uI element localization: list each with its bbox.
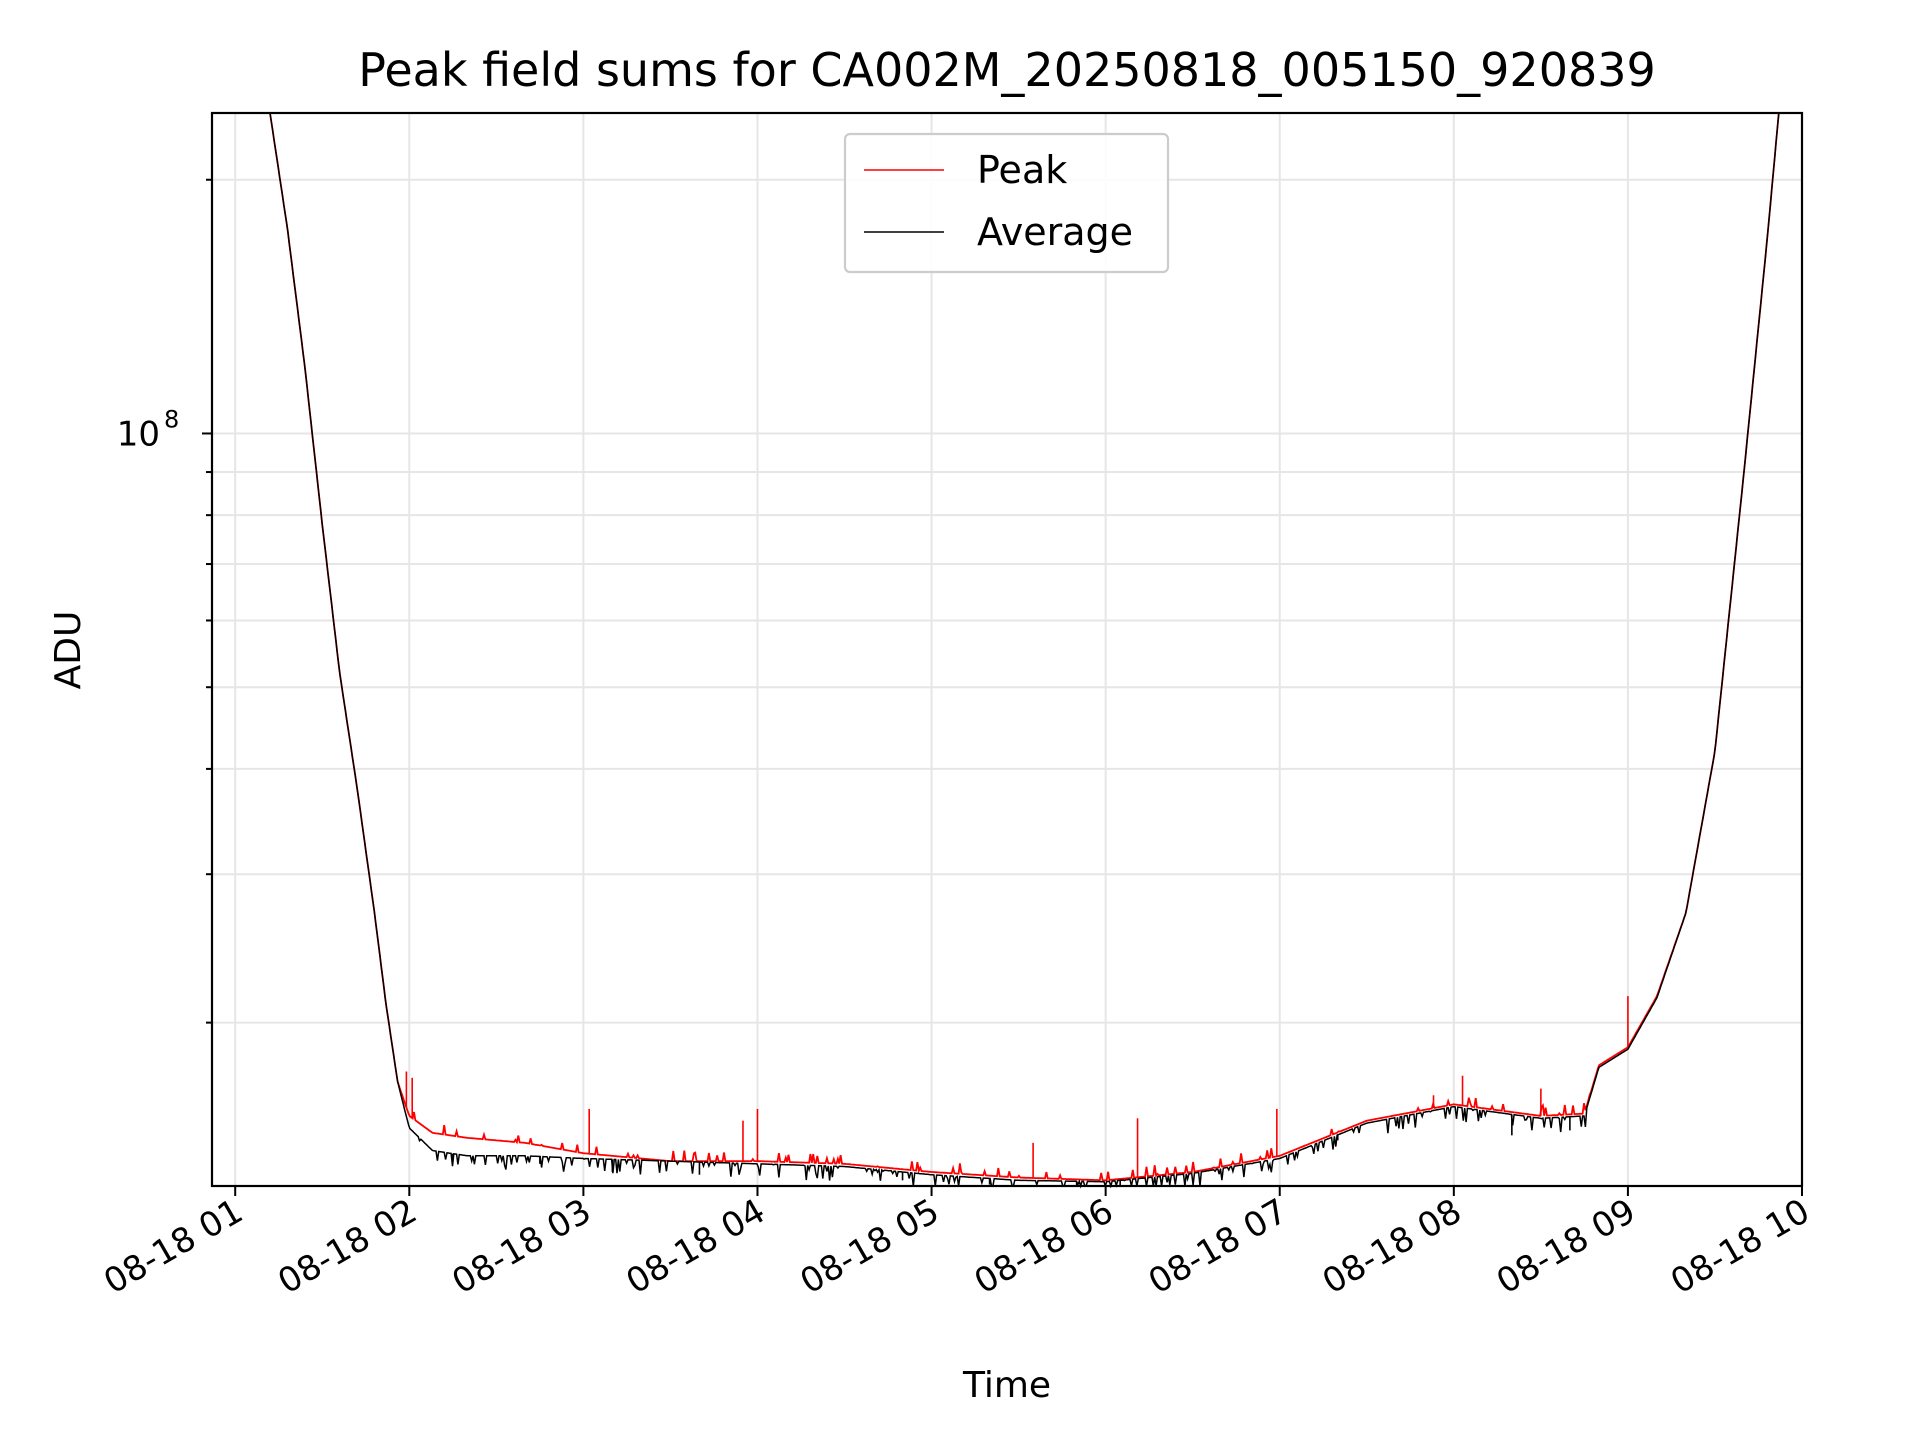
plot-area	[269, 112, 1780, 1189]
legend-label-peak: Peak	[977, 148, 1067, 192]
legend-box	[843, 132, 1170, 274]
chart-title: Peak field sums for CA002M_20250818_0051…	[358, 43, 1656, 97]
legend-label-average: Average	[977, 210, 1133, 254]
y-axis-label: ADU	[48, 611, 89, 690]
x-axis-label: Time	[962, 1365, 1051, 1406]
y-axis: 10 8	[117, 178, 212, 1024]
y-tick-label-exponent: 8	[164, 405, 179, 433]
series-line-average	[269, 112, 1780, 1189]
y-tick-label-base: 10	[117, 414, 160, 454]
axes-frame	[210, 111, 1804, 1188]
legend: Peak Average	[843, 132, 1170, 274]
series-line-peak	[269, 112, 1780, 1182]
